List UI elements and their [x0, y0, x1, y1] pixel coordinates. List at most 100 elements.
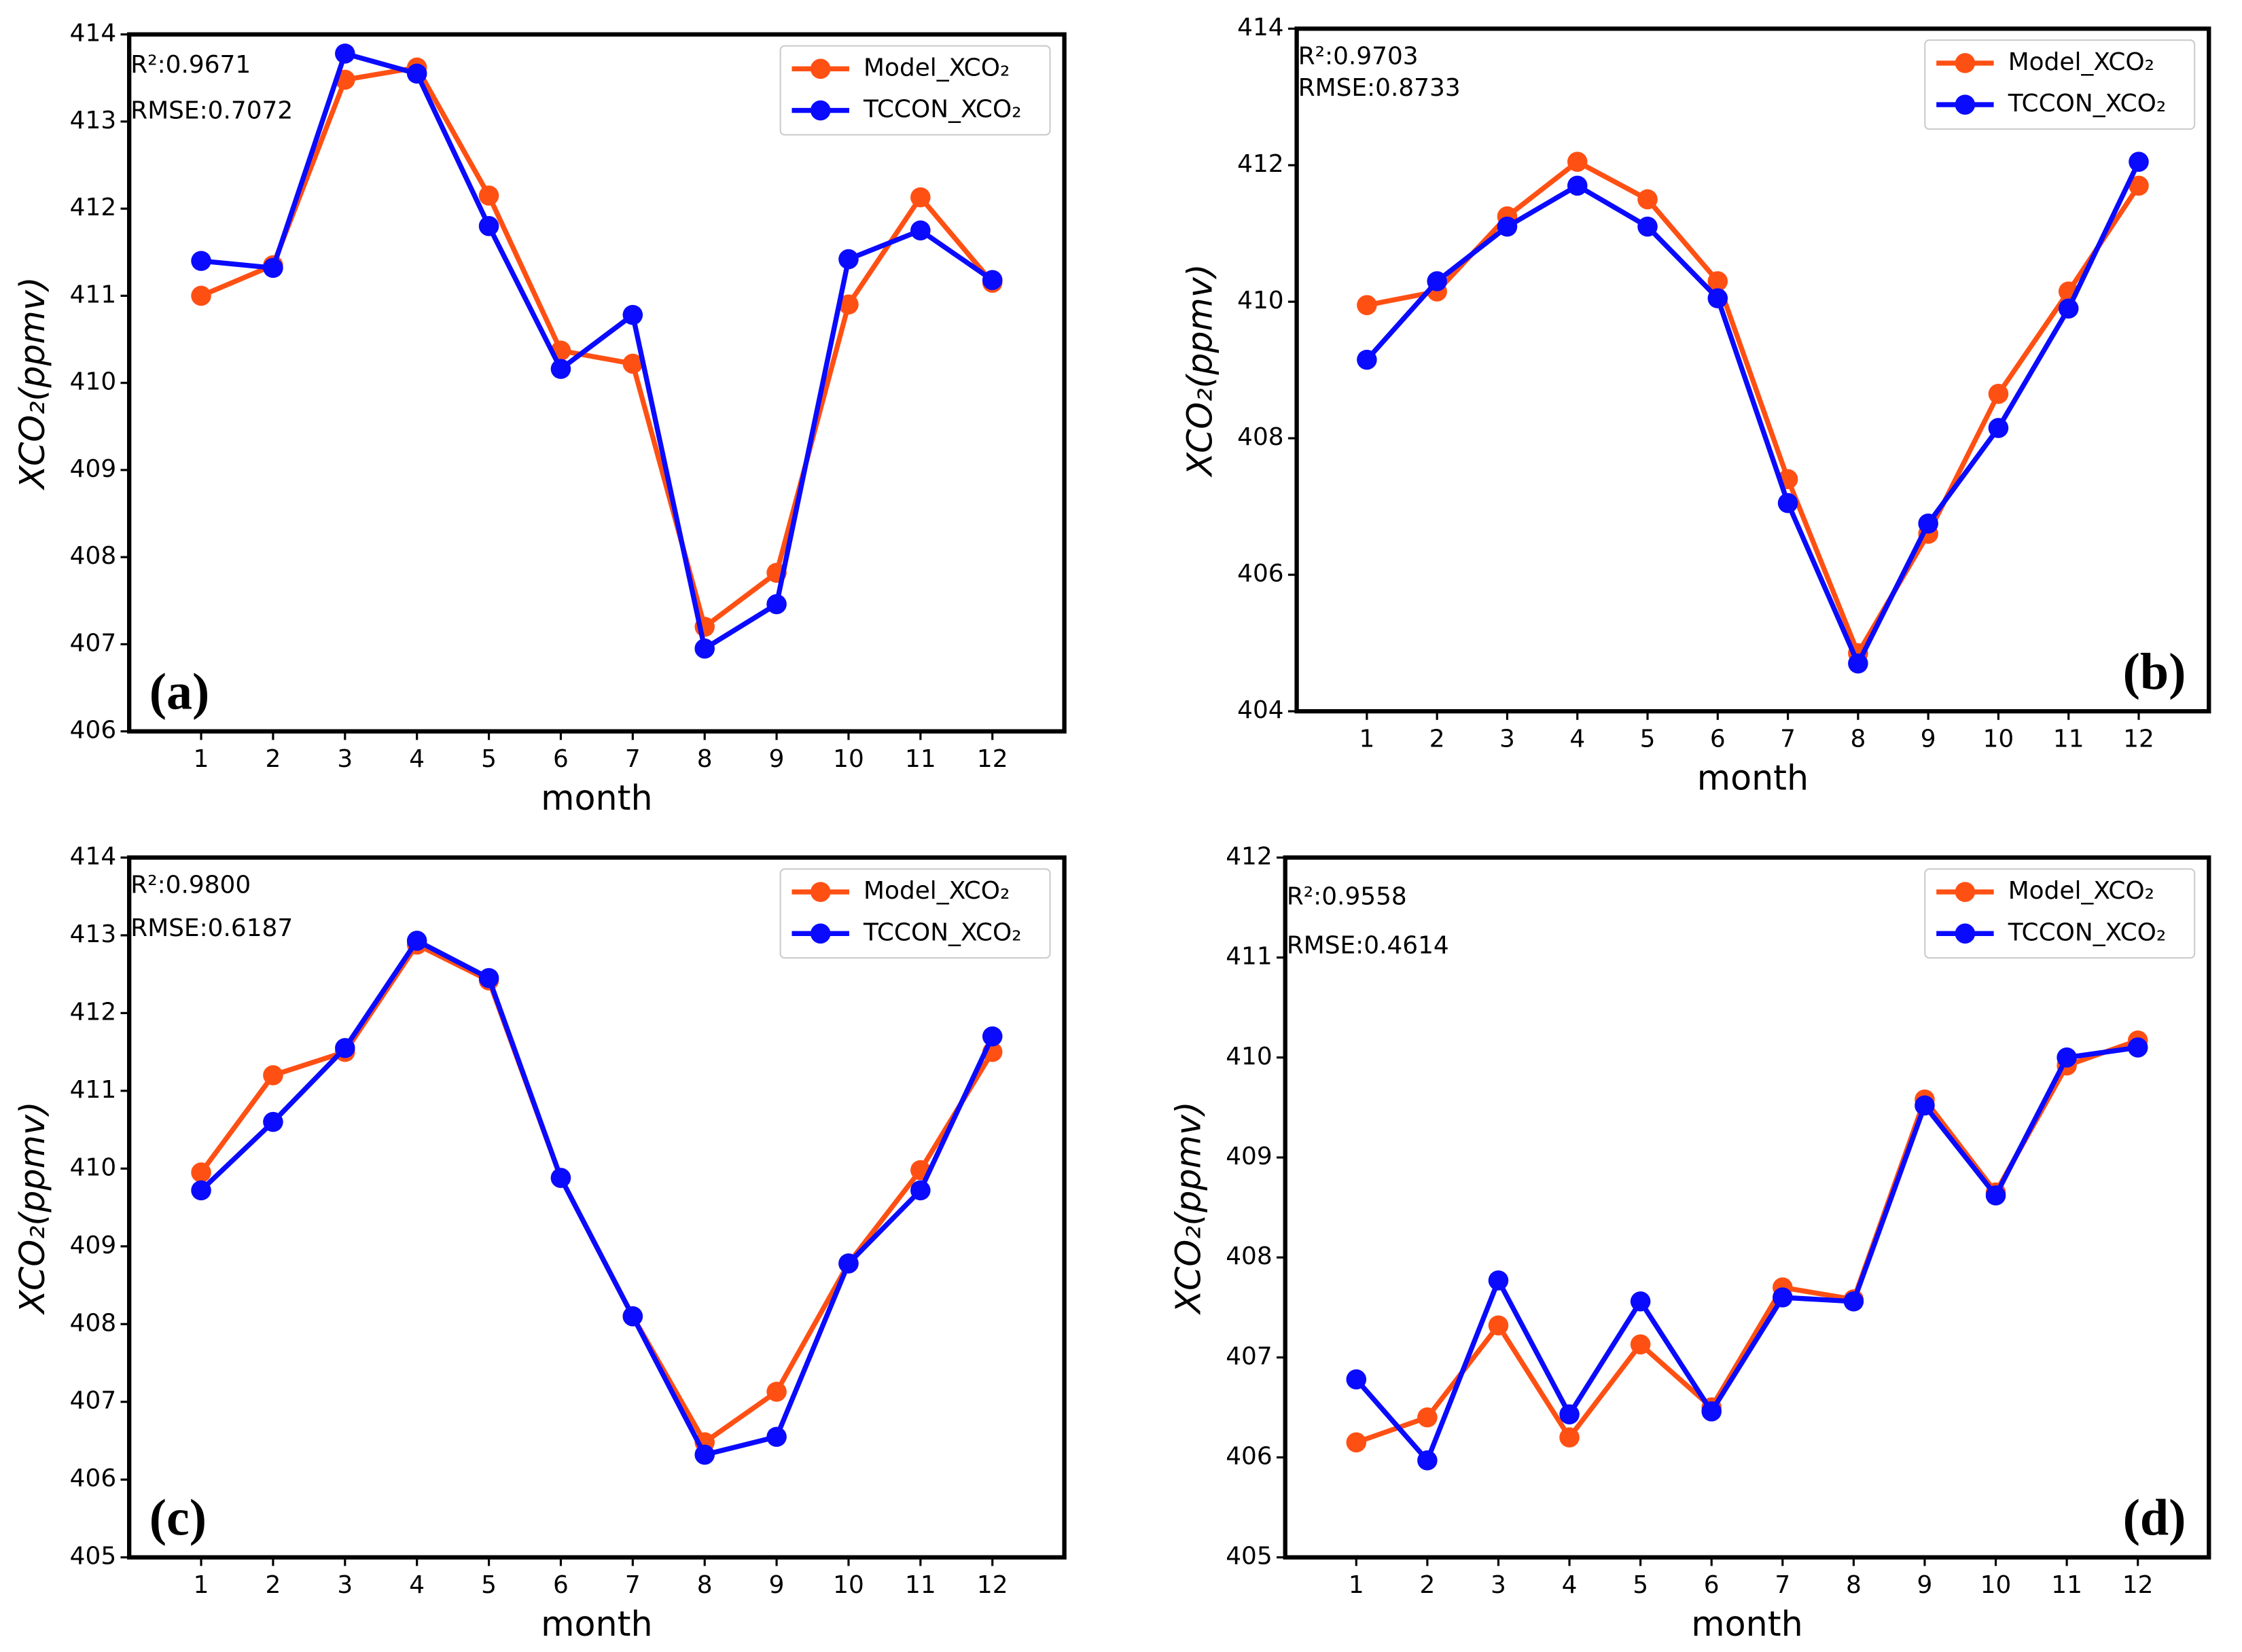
y-tick-label: 410: [1226, 1043, 1272, 1071]
x-tick-label: 5: [1633, 1571, 1648, 1599]
y-tick-label: 406: [70, 717, 116, 744]
y-tick-label: 413: [70, 107, 116, 134]
x-tick-label: 12: [977, 745, 1008, 773]
data-point: [1346, 1369, 1367, 1390]
data-point: [766, 1382, 787, 1402]
data-point: [478, 968, 499, 988]
data-point: [838, 249, 859, 270]
data-point: [550, 359, 571, 379]
data-point: [838, 294, 859, 315]
x-tick-label: 6: [553, 745, 569, 773]
data-point: [478, 185, 499, 206]
y-axis-label: XCO₂(ppmv): [12, 276, 52, 491]
x-tick-label: 8: [697, 745, 713, 773]
data-point: [550, 1168, 571, 1188]
data-point: [1707, 271, 1728, 291]
data-point: [1988, 418, 2009, 438]
data-point: [982, 1026, 1003, 1047]
data-point: [766, 1426, 787, 1448]
data-point: [622, 353, 643, 374]
data-point: [1488, 1270, 1509, 1291]
x-tick-label: 10: [1980, 1571, 2012, 1599]
r2-annotation: R²:0.9703: [1298, 42, 1419, 70]
series-line: [1366, 158, 2141, 660]
series-line: [200, 50, 994, 653]
legend-marker: [810, 100, 831, 121]
x-tick-label: 1: [1349, 1571, 1364, 1599]
data-point: [406, 63, 427, 84]
legend-marker: [810, 923, 831, 944]
x-tick-label: 4: [409, 1571, 425, 1599]
data-point: [1637, 189, 1658, 210]
plot-frame: [127, 32, 1067, 734]
data-point: [694, 1444, 715, 1465]
data-point: [1915, 1095, 1935, 1116]
data-point: [406, 931, 427, 951]
x-tick-label: 11: [2053, 725, 2084, 753]
x-tick-label: 3: [1491, 1571, 1506, 1599]
y-tick-label: 412: [1237, 150, 1283, 178]
x-tick-label: 8: [1846, 1571, 1862, 1599]
x-tick-label: 5: [481, 745, 497, 773]
x-tick-label: 10: [833, 1571, 864, 1599]
rmse-annotation: RMSE:0.4614: [1287, 931, 1449, 959]
data-point: [910, 187, 931, 208]
x-tick-label: 7: [625, 1571, 641, 1599]
x-tick-label: 2: [266, 1571, 281, 1599]
data-point: [2129, 175, 2149, 196]
series-line: [1354, 1045, 2139, 1465]
y-tick-label: 409: [70, 455, 116, 483]
legend-label: TCCON_XCO₂: [863, 918, 1022, 946]
y-tick-label: 411: [70, 281, 116, 308]
x-tick-label: 2: [1429, 725, 1445, 753]
panel-label: (c): [149, 1489, 207, 1546]
y-tick-label: 407: [70, 629, 116, 657]
data-point: [1417, 1450, 1438, 1471]
data-point: [2127, 1037, 2148, 1058]
data-point: [1773, 1287, 1793, 1308]
y-tick-label: 405: [70, 1543, 116, 1570]
x-tick-label: 9: [769, 745, 785, 773]
x-tick-label: 5: [1640, 725, 1656, 753]
rmse-annotation: RMSE:0.6187: [130, 914, 293, 942]
x-tick-label: 3: [1499, 725, 1515, 753]
series-line: [1355, 1038, 2139, 1445]
x-tick-label: 12: [2123, 725, 2154, 753]
data-point: [1630, 1334, 1651, 1354]
y-tick-label: 404: [1237, 696, 1283, 724]
x-tick-label: 6: [1704, 1571, 1720, 1599]
data-point: [1567, 175, 1588, 196]
x-tick-label: 4: [409, 745, 425, 773]
x-tick-label: 1: [194, 1571, 209, 1599]
legend-label: Model_XCO₂: [2008, 48, 2154, 76]
y-tick-label: 414: [70, 842, 116, 870]
legend-marker: [1955, 94, 1976, 115]
x-tick-label: 8: [1850, 725, 1866, 753]
data-point: [1707, 288, 1728, 308]
y-tick-label: 410: [1237, 287, 1283, 315]
data-point: [1559, 1427, 1580, 1448]
y-tick-label: 414: [70, 20, 116, 48]
data-point: [1848, 653, 1868, 674]
data-point: [1777, 492, 1798, 514]
panel-label: (d): [2123, 1489, 2186, 1546]
series-line: [1365, 160, 2141, 670]
legend-marker: [810, 58, 831, 79]
data-point: [2129, 151, 2149, 172]
y-tick-label: 410: [70, 368, 116, 396]
data-point: [263, 1111, 283, 1132]
data-point: [1357, 295, 1377, 315]
data-point: [191, 285, 211, 306]
data-point: [1559, 1404, 1580, 1424]
x-tick-label: 8: [697, 1571, 713, 1599]
series-line: [199, 937, 995, 1458]
data-point: [191, 251, 211, 271]
data-point: [1637, 216, 1658, 237]
data-point: [1417, 1407, 1438, 1428]
data-point: [1630, 1291, 1651, 1312]
data-point: [1488, 1315, 1509, 1335]
panel-label: (a): [149, 663, 210, 720]
x-tick-label: 9: [1921, 725, 1936, 753]
